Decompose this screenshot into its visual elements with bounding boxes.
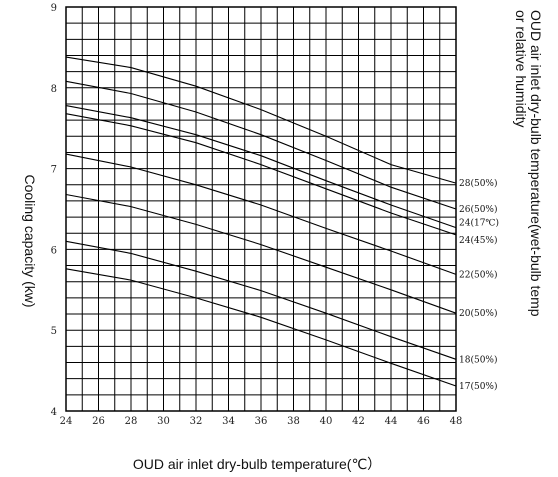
x-tick-label: 28 <box>125 416 138 427</box>
y-tick-label: 4 <box>51 407 57 418</box>
series-lines <box>65 56 457 387</box>
series-line <box>65 80 457 210</box>
series-line <box>65 105 457 229</box>
x-tick-label: 30 <box>157 416 170 427</box>
y-axis-title: Cooling capacity (kw) <box>22 174 38 307</box>
x-tick-label: 46 <box>417 416 430 427</box>
y-tick-label: 6 <box>51 245 57 256</box>
series-line <box>65 153 457 275</box>
x-axis-title: OUD air inlet dry-bulb temperature(℃） <box>133 456 381 472</box>
x-tick-label: 44 <box>385 416 398 427</box>
series-label: 20(50%) <box>459 308 497 319</box>
right-axis-title-line2: or relative humidity <box>513 10 529 128</box>
series-label: 26(50%) <box>459 204 497 215</box>
series-line <box>65 56 457 184</box>
series-line <box>65 113 457 236</box>
x-tick-label: 40 <box>320 416 333 427</box>
series-label: 18(50%) <box>459 354 497 365</box>
x-tick-label: 38 <box>287 416 300 427</box>
y-tick-label: 8 <box>51 84 57 95</box>
x-tick-label: 34 <box>222 416 235 427</box>
series-line <box>65 268 457 387</box>
x-tick-label: 24 <box>60 416 73 427</box>
series-label: 24(17℃) <box>459 218 499 229</box>
x-tick-label: 32 <box>190 416 203 427</box>
grid <box>65 6 457 412</box>
series-label: 24(45%) <box>459 235 497 246</box>
x-tick-label: 26 <box>92 416 105 427</box>
tick-labels: 24 26 28 30 32 34 36 38 40 42 44 46 48 4 5 6 7 8 9 <box>51 3 463 427</box>
x-tick-label: 36 <box>255 416 268 427</box>
x-tick-label: 42 <box>352 416 365 427</box>
series-label: 28(50%) <box>459 178 497 189</box>
y-tick-label: 9 <box>51 3 57 14</box>
series-line <box>65 240 457 360</box>
y-tick-label: 7 <box>51 165 57 176</box>
series-label: 22(50%) <box>459 269 497 280</box>
series-label: 17(50%) <box>459 381 497 392</box>
series-labels: 28(50%) 26(50%) 24(17℃) 24(45%) 22(50%) 20(50… <box>459 178 499 392</box>
y-tick-label: 5 <box>51 326 57 337</box>
x-tick-label: 48 <box>450 416 463 427</box>
series-line <box>65 193 457 314</box>
right-axis-title-line1: OUD air inlet dry-bulb temperature(wet-b… <box>528 10 544 317</box>
